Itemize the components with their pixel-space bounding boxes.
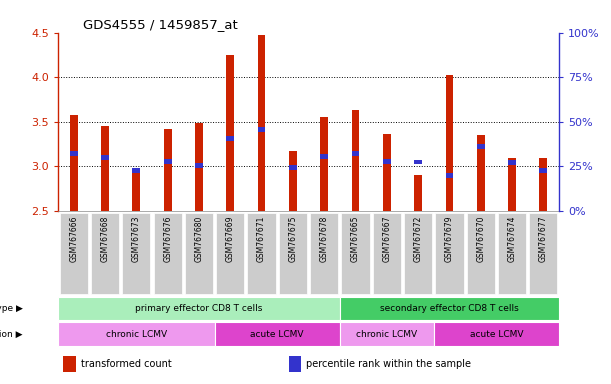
Bar xyxy=(477,144,485,149)
Text: acute LCMV: acute LCMV xyxy=(470,330,523,339)
Bar xyxy=(289,165,297,170)
Text: GSM767669: GSM767669 xyxy=(226,215,235,262)
Bar xyxy=(195,163,203,168)
Bar xyxy=(258,127,266,132)
Text: GSM767668: GSM767668 xyxy=(101,215,109,262)
Text: percentile rank within the sample: percentile rank within the sample xyxy=(306,359,471,369)
FancyBboxPatch shape xyxy=(279,213,307,294)
Bar xyxy=(414,160,422,164)
Text: GSM767680: GSM767680 xyxy=(194,215,203,262)
Bar xyxy=(70,115,78,211)
Text: GSM767671: GSM767671 xyxy=(257,215,266,262)
FancyBboxPatch shape xyxy=(310,213,338,294)
Bar xyxy=(214,323,340,346)
FancyBboxPatch shape xyxy=(185,213,213,294)
Text: GSM767665: GSM767665 xyxy=(351,215,360,262)
Bar xyxy=(414,174,422,211)
Bar xyxy=(508,157,516,211)
Text: GSM767678: GSM767678 xyxy=(320,215,329,262)
Bar xyxy=(101,126,109,211)
Bar xyxy=(434,323,559,346)
Bar xyxy=(101,155,109,160)
Text: transformed count: transformed count xyxy=(81,359,171,369)
Text: GSM767673: GSM767673 xyxy=(132,215,141,262)
Bar xyxy=(383,134,391,211)
Text: GSM767667: GSM767667 xyxy=(382,215,391,262)
Text: infection ▶: infection ▶ xyxy=(0,330,23,339)
Bar xyxy=(58,297,340,320)
Bar xyxy=(70,151,78,156)
Text: GSM767670: GSM767670 xyxy=(477,215,485,262)
Text: GSM767676: GSM767676 xyxy=(163,215,172,262)
Bar xyxy=(445,74,453,211)
FancyBboxPatch shape xyxy=(436,213,464,294)
Bar xyxy=(258,35,266,211)
FancyBboxPatch shape xyxy=(216,213,244,294)
FancyBboxPatch shape xyxy=(247,213,276,294)
Bar xyxy=(340,297,559,320)
Text: primary effector CD8 T cells: primary effector CD8 T cells xyxy=(135,304,263,313)
FancyBboxPatch shape xyxy=(342,213,370,294)
Bar xyxy=(195,123,203,211)
FancyBboxPatch shape xyxy=(60,213,88,294)
Text: chronic LCMV: chronic LCMV xyxy=(106,330,167,339)
Text: GSM767675: GSM767675 xyxy=(288,215,298,262)
Bar xyxy=(164,129,172,211)
Bar xyxy=(58,323,214,346)
FancyBboxPatch shape xyxy=(467,213,495,294)
Text: GDS4555 / 1459857_at: GDS4555 / 1459857_at xyxy=(83,18,238,31)
Text: GSM767666: GSM767666 xyxy=(69,215,78,262)
Bar xyxy=(289,151,297,211)
Bar xyxy=(63,356,76,372)
FancyBboxPatch shape xyxy=(529,213,557,294)
Bar xyxy=(133,167,141,172)
Text: chronic LCMV: chronic LCMV xyxy=(356,330,417,339)
Bar xyxy=(383,159,391,164)
FancyBboxPatch shape xyxy=(498,213,526,294)
FancyBboxPatch shape xyxy=(91,213,119,294)
Bar xyxy=(288,356,301,372)
Text: GSM767674: GSM767674 xyxy=(508,215,516,262)
Bar xyxy=(351,110,359,211)
Bar xyxy=(226,136,234,141)
Bar xyxy=(164,159,172,164)
FancyBboxPatch shape xyxy=(153,213,181,294)
Bar xyxy=(540,157,547,211)
Bar xyxy=(540,167,547,172)
Bar xyxy=(340,323,434,346)
Bar xyxy=(133,169,141,211)
Bar xyxy=(320,118,328,211)
FancyBboxPatch shape xyxy=(373,213,401,294)
Bar xyxy=(477,135,485,211)
Text: GSM767677: GSM767677 xyxy=(539,215,548,262)
Bar xyxy=(320,154,328,159)
FancyBboxPatch shape xyxy=(122,213,150,294)
Text: cell type ▶: cell type ▶ xyxy=(0,304,23,313)
Bar xyxy=(445,173,453,178)
Text: secondary effector CD8 T cells: secondary effector CD8 T cells xyxy=(380,304,519,313)
Bar xyxy=(351,151,359,156)
Bar xyxy=(508,161,516,166)
Text: acute LCMV: acute LCMV xyxy=(251,330,304,339)
Text: GSM767672: GSM767672 xyxy=(414,215,423,262)
FancyBboxPatch shape xyxy=(404,213,432,294)
Text: GSM767679: GSM767679 xyxy=(445,215,454,262)
Bar xyxy=(226,55,234,211)
